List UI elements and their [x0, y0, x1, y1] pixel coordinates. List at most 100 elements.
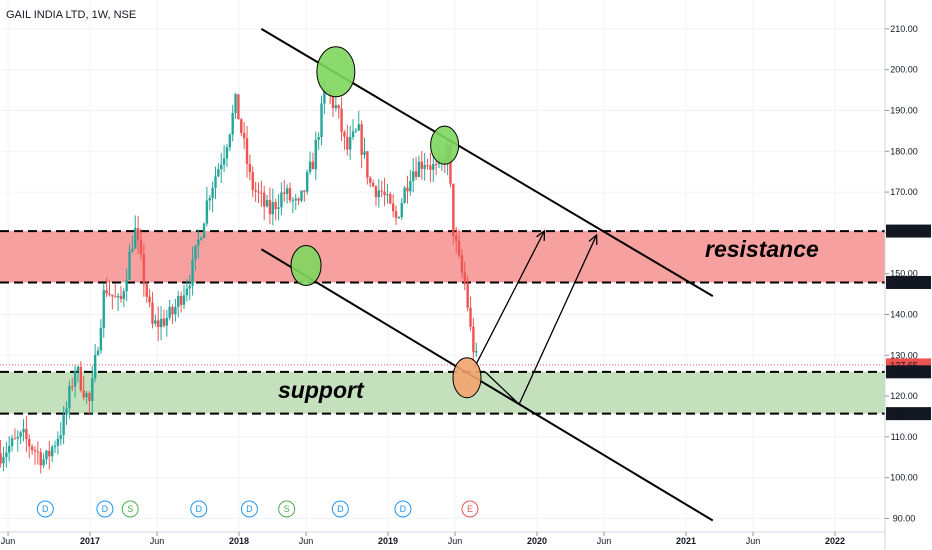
candle: [59, 435, 62, 439]
event-letter: D: [400, 504, 407, 514]
event-marker-split[interactable]: S: [278, 500, 296, 518]
candle: [217, 169, 220, 177]
candle: [386, 194, 389, 196]
price-label-bg: [886, 407, 931, 421]
candle: [156, 320, 160, 328]
candle: [45, 450, 48, 460]
candle: [366, 151, 369, 178]
candle: [348, 137, 352, 150]
event-letter: D: [196, 504, 203, 514]
candle: [50, 446, 54, 457]
candle: [452, 183, 455, 236]
candle: [274, 202, 277, 210]
candle: [311, 161, 315, 170]
candle: [271, 202, 275, 215]
candle: [99, 327, 103, 351]
y-tick-label: 170.00: [890, 187, 918, 197]
projection-path[interactable]: [484, 234, 598, 406]
event-badge: [96, 500, 114, 518]
candle: [194, 245, 197, 260]
highlight-circle-green[interactable]: [290, 245, 322, 287]
event-marker-dividend[interactable]: D: [240, 500, 258, 518]
x-tick-label: 2020: [527, 536, 547, 546]
candle: [202, 223, 206, 239]
candle: [33, 450, 37, 452]
candle: [383, 191, 386, 196]
candle: [434, 164, 438, 166]
x-tick-label: Jun: [597, 536, 612, 546]
candle: [53, 445, 57, 447]
candle: [71, 386, 74, 388]
x-tick-label: Jun: [150, 536, 165, 546]
candle: [265, 200, 269, 207]
candle: [10, 438, 14, 447]
y-tick-label: 180.00: [890, 146, 918, 156]
candle: [463, 272, 466, 283]
candle: [263, 192, 266, 207]
candle: [346, 136, 349, 150]
event-badge: [331, 500, 349, 518]
event-letter: E: [467, 504, 473, 514]
event-badge: [461, 500, 479, 518]
event-letter: D: [102, 504, 109, 514]
trendlines[interactable]: [260, 28, 714, 522]
event-badge: [121, 500, 139, 518]
event-marker-dividend[interactable]: D: [331, 500, 349, 518]
y-tick-label: 110.00: [891, 432, 918, 442]
event-letter: D: [42, 504, 49, 514]
candle: [5, 452, 8, 458]
event-marker-dividend[interactable]: D: [96, 500, 114, 518]
candle: [105, 290, 108, 294]
highlight-circle-green[interactable]: [430, 125, 460, 165]
candle: [254, 189, 257, 192]
projection-path[interactable]: [473, 230, 546, 368]
x-tick-label: 2019: [378, 536, 398, 546]
candle: [93, 354, 97, 379]
event-marker-dividend[interactable]: D: [36, 500, 54, 518]
projection-arrowhead[interactable]: [536, 229, 546, 241]
candle: [268, 200, 272, 215]
chart-title: GAIL INDIA LTD, 1W, NSE: [6, 9, 137, 21]
highlight-circle-green[interactable]: [316, 46, 356, 98]
candle: [423, 165, 426, 169]
candle: [65, 408, 68, 416]
price-level-label: 160.45: [886, 224, 931, 238]
projection-arrowhead[interactable]: [588, 233, 598, 245]
candle: [185, 288, 189, 296]
event-marker-earnings[interactable]: E: [461, 500, 479, 518]
candle: [179, 295, 183, 305]
y-tick-label: 140.00: [890, 310, 918, 320]
event-badge: [36, 500, 54, 518]
x-tick-label: 2017: [80, 536, 100, 546]
event-badge: [240, 500, 258, 518]
candle: [472, 326, 475, 353]
highlight-circle-orange[interactable]: [452, 357, 482, 399]
event-marker-split[interactable]: S: [121, 500, 139, 518]
candle: [374, 186, 378, 198]
trendline[interactable]: [260, 248, 714, 522]
candle: [2, 457, 5, 464]
candle: [389, 194, 392, 204]
candle: [371, 182, 375, 187]
candle: [340, 108, 343, 132]
candle: [363, 151, 366, 155]
candle: [154, 320, 157, 324]
candle: [426, 165, 429, 167]
event-marker-dividend[interactable]: D: [190, 500, 208, 518]
candle: [240, 119, 243, 133]
event-marker-dividend[interactable]: D: [394, 500, 412, 518]
candle: [351, 131, 355, 138]
candle: [171, 306, 174, 315]
candle: [222, 158, 226, 165]
candle: [291, 200, 295, 202]
candle: [39, 452, 42, 466]
candle: [331, 95, 335, 109]
price-level-label: 115.70: [886, 407, 931, 421]
candle: [82, 390, 85, 398]
candle: [305, 172, 309, 192]
price-label-text: 115.70: [891, 409, 918, 419]
candle: [403, 187, 406, 203]
candle: [469, 307, 472, 327]
